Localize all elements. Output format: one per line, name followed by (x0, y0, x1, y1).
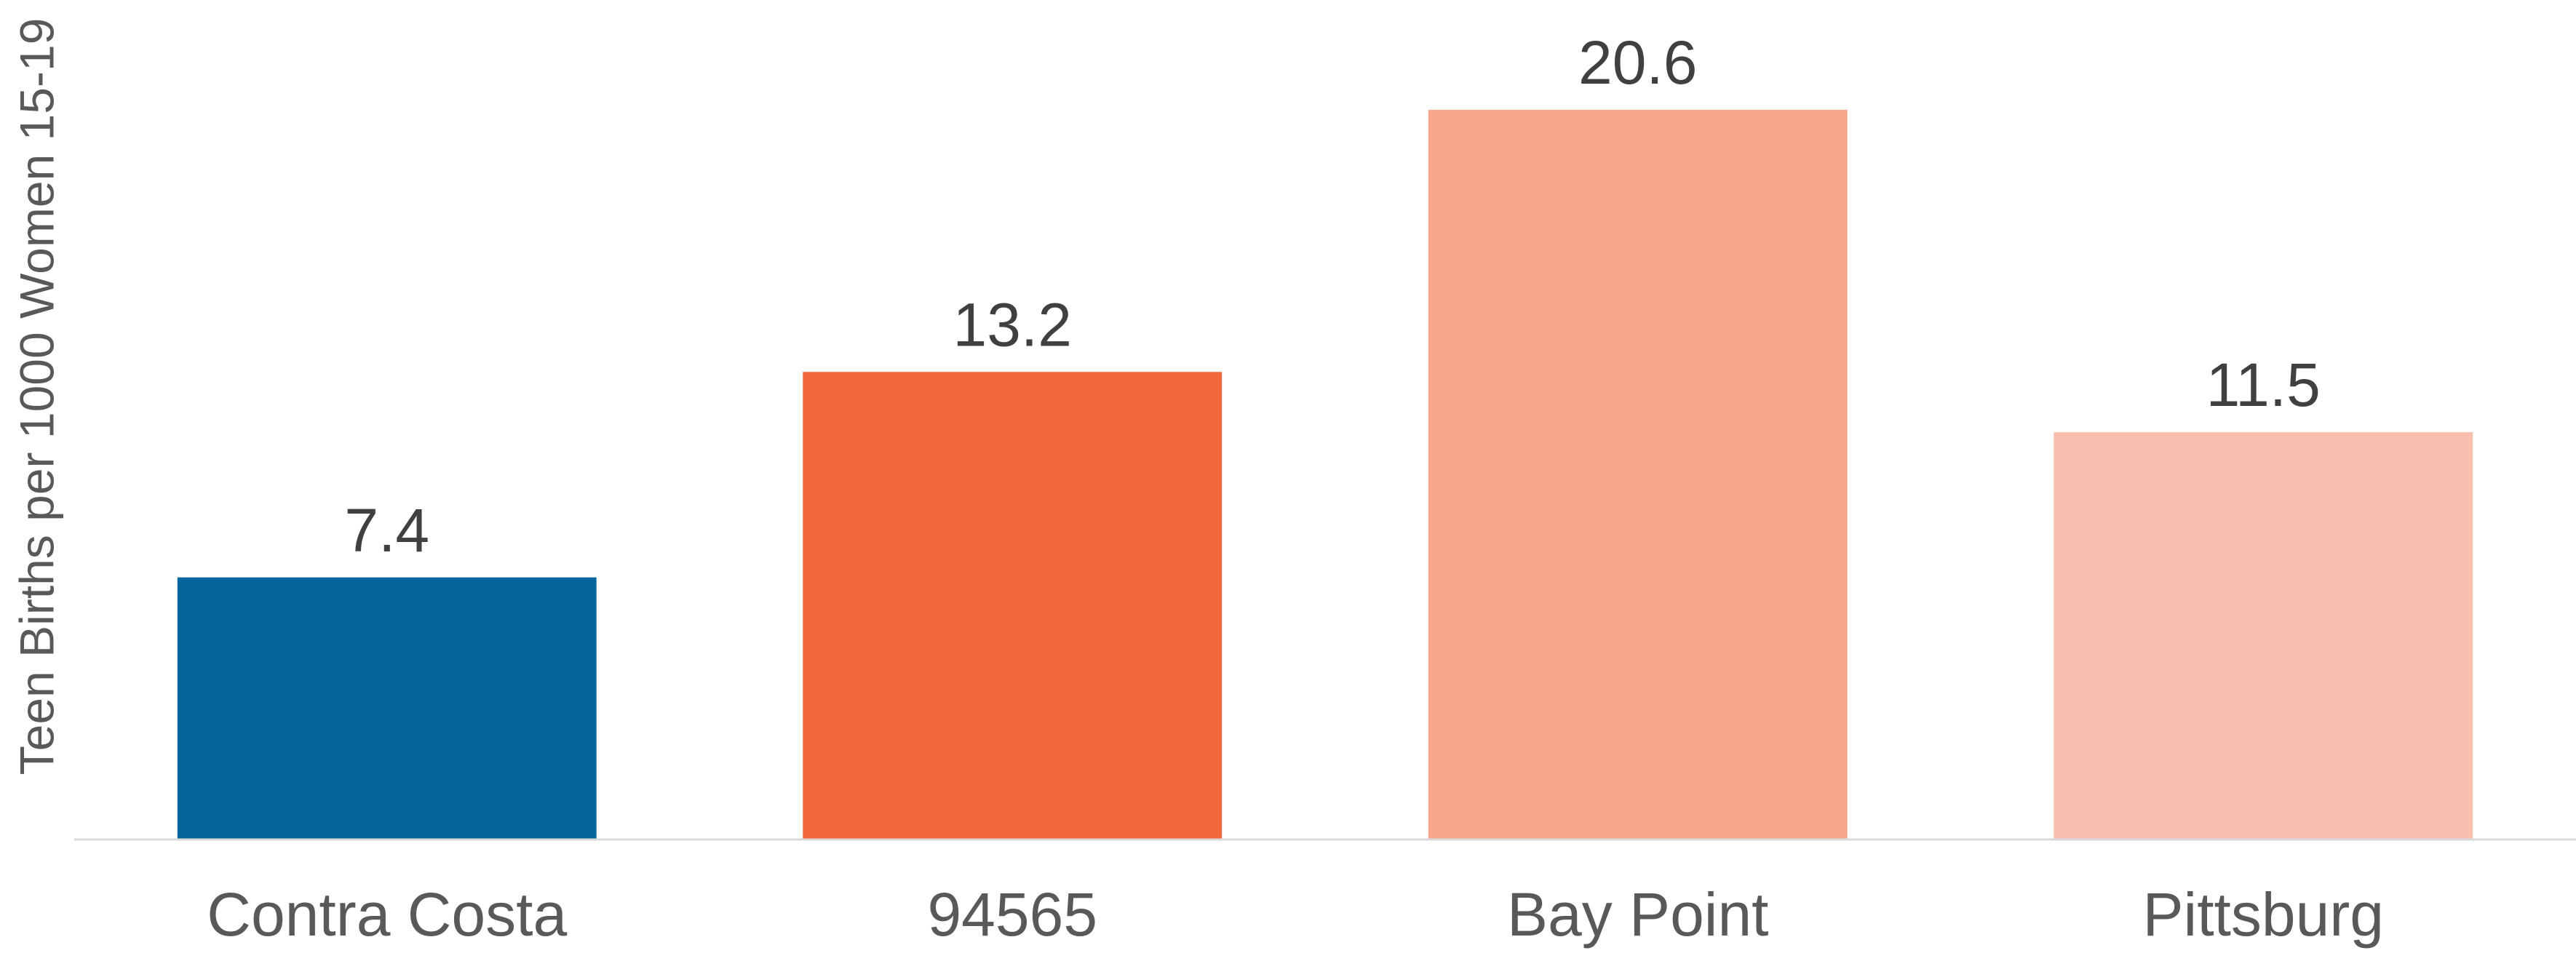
y-axis-label: Teen Births per 1000 Women 15-19 (9, 18, 63, 775)
value-label: 11.5 (2206, 351, 2321, 419)
bar (177, 577, 597, 840)
x-tick-label: Bay Point (1507, 880, 1769, 949)
bar (2054, 432, 2473, 840)
x-tick-label: Contra Costa (207, 880, 567, 949)
value-label: 13.2 (953, 290, 1073, 359)
x-tick-label: Pittsburg (2143, 880, 2385, 949)
bar (1428, 109, 1848, 840)
value-label: 20.6 (1578, 28, 1698, 97)
value-label: 7.4 (344, 496, 429, 565)
x-tick-label: 94565 (927, 880, 1097, 949)
bar (803, 372, 1223, 840)
